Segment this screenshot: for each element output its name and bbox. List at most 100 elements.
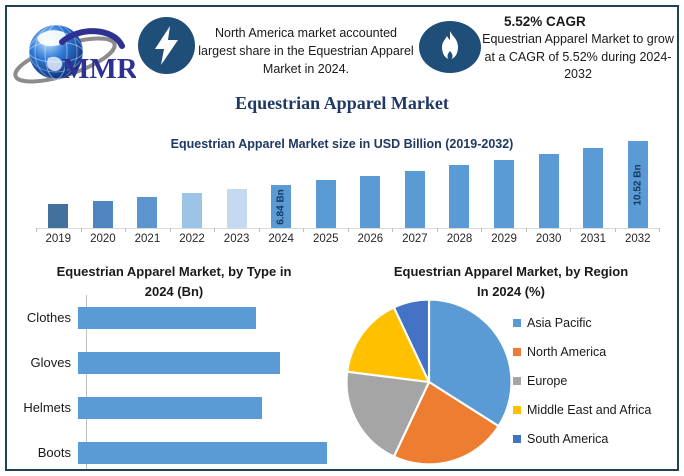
type-bar-row: Gloves — [8, 340, 340, 385]
column-bar-cell — [36, 138, 81, 228]
by-region-title-line2: In 2024 (%) — [477, 284, 545, 300]
type-bar-row: Boots — [8, 430, 340, 475]
axis-tick — [438, 228, 482, 232]
column-bar-2028 — [449, 165, 470, 228]
column-bar-2030 — [538, 154, 559, 228]
region-pie-legend: Asia Pacific North America Europe Middle Ea… — [513, 314, 651, 447]
axis-tick — [82, 228, 126, 232]
by-region-title-line1: Equestrian Apparel Market, by Region — [393, 264, 629, 279]
type-bar-gloves — [78, 351, 280, 374]
axis-tick — [171, 228, 215, 232]
logo-blue-swoosh — [59, 28, 125, 49]
column-bar-2026 — [360, 176, 381, 228]
by-type-chart-title: Equestrian Apparel Market, by Type in 20… — [24, 262, 324, 302]
axis-tick — [616, 228, 660, 232]
legend-item: North America — [513, 343, 651, 360]
axis-tick — [126, 228, 171, 232]
type-category-label: Helmets — [23, 400, 71, 415]
x-axis-label: 2028 — [446, 233, 473, 245]
axis-tick — [482, 228, 527, 232]
axis-tick — [349, 228, 393, 232]
page-title: Equestrian Apparel Market — [235, 93, 449, 113]
x-axis-label: 2019 — [45, 233, 72, 245]
usd-column-chart-bars: 6.84 Bn 10.52 Bn — [36, 138, 660, 228]
type-category-label: Clothes — [26, 310, 71, 325]
x-axis-label: 2024 — [268, 233, 294, 245]
axis-tick — [260, 228, 304, 232]
column-bar-2025 — [315, 180, 336, 228]
legend-label: South America — [527, 431, 609, 446]
cagr-heading: 5.52% CAGR — [504, 14, 586, 29]
column-bar-cell — [482, 138, 527, 228]
by-type-chart-axis — [86, 295, 87, 470]
by-type-chart: Equestrian Apparel Market, by Type in 20… — [8, 258, 340, 470]
axis-tick — [304, 228, 349, 232]
x-axis-label: 2031 — [580, 233, 607, 245]
usd-column-chart-xlabels: 2019 2020 2021 2022 2023 2024 2025 2026 2027 2028… — [36, 233, 660, 245]
by-type-title-line2: 2024 (Bn) — [144, 284, 204, 300]
column-bar-cell — [526, 138, 571, 228]
column-bar-cell: 6.84 Bn — [259, 138, 304, 228]
legend-color-marker — [513, 405, 521, 414]
x-axis-label: 2030 — [535, 233, 562, 245]
column-bar-cell — [571, 138, 616, 228]
column-bar-2027 — [404, 171, 425, 228]
column-bar-cell — [81, 138, 126, 228]
column-bar-cell — [393, 138, 438, 228]
column-bar-cell — [170, 138, 215, 228]
pie-slice-middle-east-and-africa — [346, 306, 431, 384]
type-bar-clothes — [78, 306, 256, 329]
x-axis-label: 2029 — [491, 233, 517, 245]
cagr-text: Equestrian Apparel Market to grow at a C… — [482, 32, 674, 81]
column-bar-cell: 10.52 Bn — [616, 138, 661, 228]
type-bar-row: Clothes — [8, 295, 340, 340]
x-axis-label: 2020 — [90, 233, 116, 245]
column-bar-cell — [437, 138, 482, 228]
legend-item: Europe — [513, 372, 651, 389]
callout-cagr: 5.52% CAGR Equestrian Apparel Market to … — [482, 14, 674, 84]
x-axis-label: 2032 — [625, 233, 651, 245]
legend-color-marker — [513, 347, 521, 356]
by-region-chart: Equestrian Apparel Market, by Region In … — [345, 258, 677, 470]
axis-tick — [571, 228, 616, 232]
usd-column-chart-title: Equestrian Apparel Market size in USD Bi… — [170, 137, 514, 151]
logo-text: MMR — [62, 53, 136, 85]
column-bar-value-label: 10.52 Bn — [632, 163, 644, 206]
type-bar-row: Helmets — [8, 385, 340, 430]
pie-slice-europe — [345, 370, 431, 458]
legend-item: Middle East and Africa — [513, 401, 651, 418]
axis-tick — [393, 228, 438, 232]
column-bar-2021 — [137, 197, 158, 228]
column-bar-value-label: 6.84 Bn — [275, 188, 287, 225]
legend-label: Europe — [527, 373, 568, 388]
legend-item: South America — [513, 430, 651, 447]
type-bar-helmets — [78, 396, 262, 419]
by-type-chart-rows: Clothes Gloves Helmets Boots — [8, 295, 340, 475]
column-bar-2020 — [92, 201, 113, 228]
column-bar-2023 — [226, 189, 247, 228]
column-bar-cell — [125, 138, 170, 228]
lightning-bolt-icon — [138, 17, 195, 74]
column-bar-2024: 6.84 Bn — [271, 185, 292, 228]
callout-north-america: North America market accounted largest s… — [198, 26, 414, 77]
column-bar-2029 — [494, 160, 515, 228]
column-bar-2032: 10.52 Bn — [627, 141, 648, 228]
mmr-logo: MMR — [13, 24, 136, 85]
by-type-title-line1: Equestrian Apparel Market, by Type in — [56, 264, 292, 279]
legend-color-marker — [513, 376, 521, 385]
flame-icon — [419, 21, 481, 73]
column-bar-cell — [214, 138, 259, 228]
axis-tick — [215, 228, 260, 232]
x-axis-label: 2022 — [179, 233, 205, 245]
usd-column-chart-ticks — [36, 228, 660, 232]
legend-color-marker — [513, 318, 521, 327]
column-bar-2022 — [182, 193, 203, 228]
by-region-chart-title: Equestrian Apparel Market, by Region In … — [375, 262, 647, 302]
pie-slice-south-america — [392, 298, 431, 384]
axis-tick — [36, 228, 82, 232]
x-axis-label: 2025 — [312, 233, 339, 245]
region-pie — [345, 298, 513, 466]
x-axis-label: 2027 — [402, 233, 428, 245]
legend-label: Middle East and Africa — [527, 402, 652, 417]
